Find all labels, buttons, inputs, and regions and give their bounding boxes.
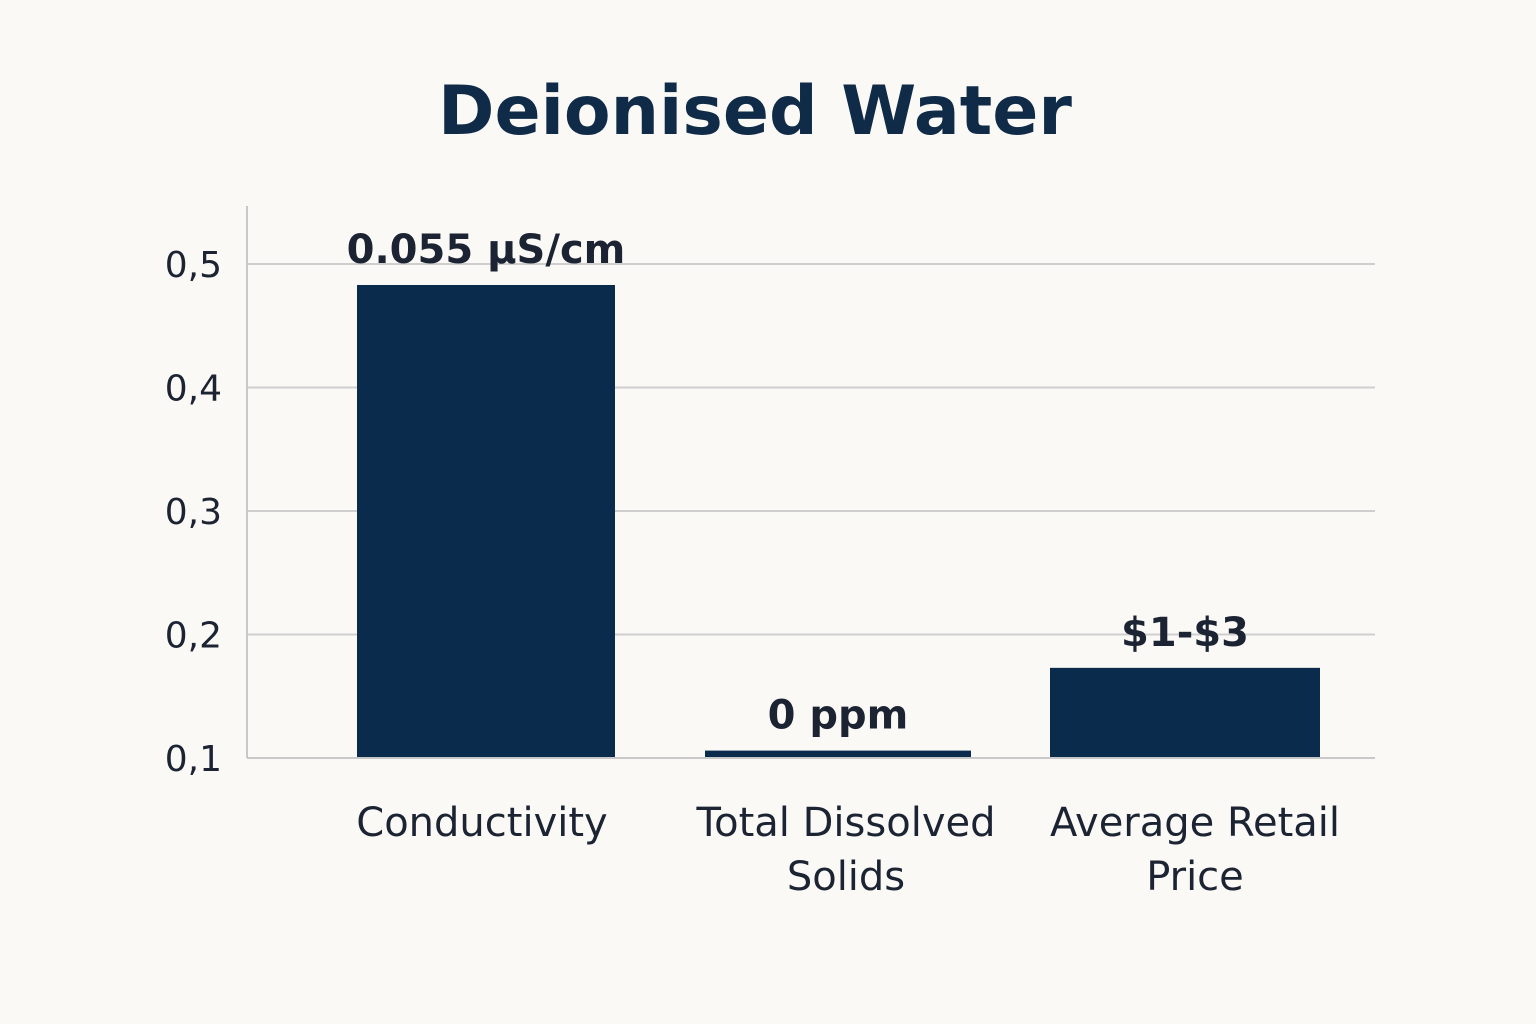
category-label: Price	[1146, 854, 1244, 900]
y-tick-label: 0,4	[165, 369, 222, 410]
data-label: $1-$3	[1121, 610, 1249, 656]
bar	[705, 750, 971, 758]
y-tick-label: 0,3	[165, 492, 222, 533]
chart-title: Deionised Water	[438, 72, 1072, 151]
data-label: 0.055 µS/cm	[347, 227, 626, 273]
category-labels: Conductivity Total Dissolved Solids Average…	[356, 800, 1340, 900]
data-label: 0 ppm	[768, 693, 909, 739]
y-tick-label: 0,2	[165, 616, 222, 657]
bar	[1050, 667, 1320, 758]
category-label: Conductivity	[356, 800, 607, 846]
bars	[357, 284, 1320, 758]
category-label: Average Retail	[1050, 800, 1340, 846]
y-tick-label: 0,1	[165, 739, 222, 780]
category-label: Total Dissolved	[696, 800, 996, 846]
data-labels: 0.055 µS/cm 0 ppm $1-$3	[347, 227, 1249, 739]
category-label: Solids	[787, 854, 905, 900]
y-tick-label: 0,5	[165, 245, 222, 286]
bar	[357, 284, 615, 758]
y-axis-ticks: 0,1 0,2 0,3 0,4 0,5	[165, 245, 222, 780]
